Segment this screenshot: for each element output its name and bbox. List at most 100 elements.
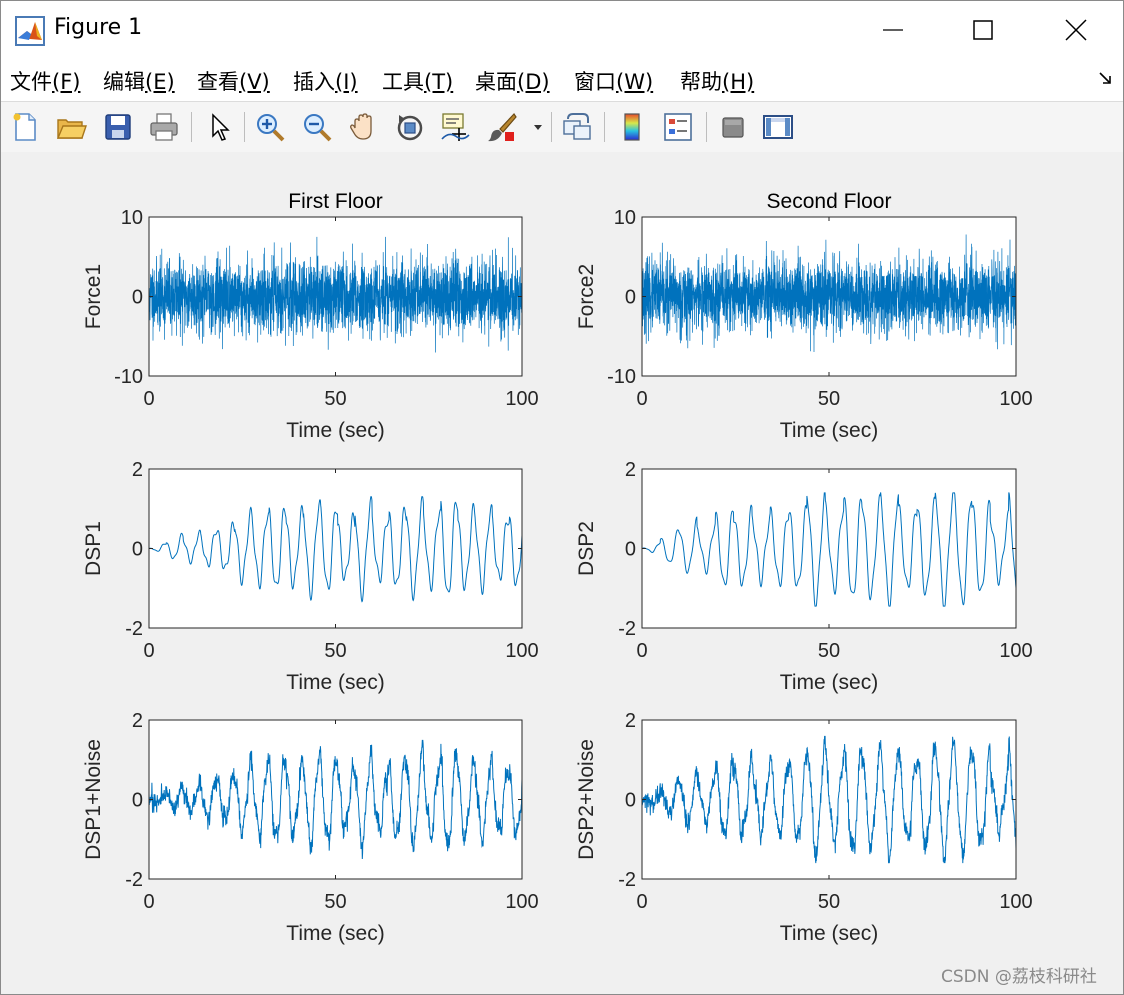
toolbar-separator <box>244 112 245 142</box>
menu-desktop[interactable]: 桌面(D) <box>475 66 550 96</box>
rotate-3d-icon <box>397 115 423 141</box>
x-tick-label: 50 <box>324 640 346 662</box>
close-button[interactable] <box>1053 7 1099 53</box>
menu-file-key: (F) <box>52 70 81 94</box>
menu-help-key: (H) <box>722 70 755 94</box>
y-axis-label: DSP1+Noise <box>82 739 105 860</box>
y-axis-label: Force2 <box>575 264 598 329</box>
brush-dropdown-button[interactable] <box>530 111 546 143</box>
menu-edit[interactable]: 编辑(E) <box>103 66 175 96</box>
menu-help-label: 帮助 <box>680 70 722 94</box>
menu-tools[interactable]: 工具(T) <box>382 66 453 96</box>
y-tick-label: 10 <box>121 207 143 229</box>
link-plot-icon <box>563 113 591 140</box>
link-plot-button[interactable] <box>561 111 593 143</box>
insert-legend-button[interactable] <box>662 111 694 143</box>
zoom-out-icon <box>304 114 332 142</box>
zoom-out-button[interactable] <box>301 111 333 143</box>
x-tick-label: 0 <box>636 640 647 662</box>
x-axis-label: Time (sec) <box>286 922 384 945</box>
y-tick-label: -2 <box>125 869 143 891</box>
close-icon <box>1065 19 1087 41</box>
y-axis-label: Force1 <box>82 264 105 329</box>
toolbar-separator <box>191 112 192 142</box>
data-cursor-button[interactable] <box>439 111 471 143</box>
x-tick-label: 100 <box>505 891 538 913</box>
legend-icon <box>664 113 692 141</box>
new-figure-button[interactable] <box>9 111 41 143</box>
data-cursor-icon <box>441 113 470 141</box>
print-button[interactable] <box>148 111 180 143</box>
x-tick-label: 0 <box>636 388 647 410</box>
menu-insert-key: (I) <box>335 70 358 94</box>
x-axis-label: Time (sec) <box>286 671 384 694</box>
series-line <box>641 735 1017 864</box>
series-line <box>641 492 1017 607</box>
x-axis-label: Time (sec) <box>780 922 878 945</box>
title-bar[interactable]: Figure 1 <box>1 1 1123 59</box>
y-tick-label: -2 <box>125 618 143 640</box>
y-tick-label: 2 <box>132 710 143 732</box>
y-tick-label: 2 <box>625 710 636 732</box>
menu-insert-label: 插入 <box>293 70 335 94</box>
y-tick-label: -2 <box>618 618 636 640</box>
x-axis-label: Time (sec) <box>780 671 878 694</box>
figure-canvas[interactable]: 0 50 100 -10 0 10 Time (sec) Force1 First Floor 0… <box>1 152 1123 994</box>
figure-toolbar <box>1 101 1123 153</box>
menu-tools-label: 工具 <box>382 70 424 94</box>
menu-desktop-key: (D) <box>517 70 550 94</box>
maximize-button[interactable] <box>960 7 1006 53</box>
menu-view-label: 查看 <box>197 70 239 94</box>
zoom-in-button[interactable] <box>254 111 286 143</box>
watermark: CSDN @荔枝科研社 <box>941 967 1097 987</box>
y-tick-label: -10 <box>607 366 636 388</box>
dock-figure-icon[interactable] <box>1098 71 1114 87</box>
y-tick-label: -10 <box>114 366 143 388</box>
x-tick-label: 100 <box>999 891 1032 913</box>
brush-dropdown-icon <box>534 125 542 130</box>
x-axis-label: Time (sec) <box>286 419 384 442</box>
minimize-icon <box>883 29 903 31</box>
y-tick-label: 10 <box>614 207 636 229</box>
menu-help[interactable]: 帮助(H) <box>680 66 754 96</box>
menu-desktop-label: 桌面 <box>475 70 517 94</box>
y-tick-label: 0 <box>132 539 143 561</box>
minimize-button[interactable] <box>870 7 916 53</box>
toolbar-separator <box>706 112 707 142</box>
insert-colorbar-button[interactable] <box>616 111 648 143</box>
open-file-icon <box>56 119 87 139</box>
save-button[interactable] <box>102 111 134 143</box>
edit-plot-button[interactable] <box>204 111 236 143</box>
rotate-3d-button[interactable] <box>394 111 426 143</box>
open-file-button[interactable] <box>55 111 87 143</box>
menu-insert[interactable]: 插入(I) <box>293 66 358 96</box>
menu-view[interactable]: 查看(V) <box>197 66 270 96</box>
zoom-in-icon <box>257 114 285 142</box>
x-tick-label: 0 <box>143 388 154 410</box>
x-tick-label: 50 <box>818 388 840 410</box>
y-tick-label: 0 <box>132 287 143 309</box>
x-tick-label: 50 <box>818 891 840 913</box>
hide-plot-tools-button[interactable] <box>717 111 749 143</box>
y-axis-label: DSP2+Noise <box>575 739 598 860</box>
brush-button[interactable] <box>486 111 518 143</box>
maximize-icon <box>973 20 993 40</box>
colorbar-icon <box>624 113 640 141</box>
menu-file[interactable]: 文件(F) <box>10 66 80 96</box>
pan-hand-icon <box>350 113 372 140</box>
y-tick-label: 0 <box>132 790 143 812</box>
x-tick-label: 0 <box>143 640 154 662</box>
y-tick-label: 0 <box>625 539 636 561</box>
x-tick-label: 50 <box>324 388 346 410</box>
menu-window[interactable]: 窗口(W) <box>574 66 653 96</box>
show-plot-tools-button[interactable] <box>762 111 794 143</box>
menu-view-key: (V) <box>239 70 270 94</box>
pan-button[interactable] <box>347 111 379 143</box>
x-tick-label: 0 <box>636 891 647 913</box>
